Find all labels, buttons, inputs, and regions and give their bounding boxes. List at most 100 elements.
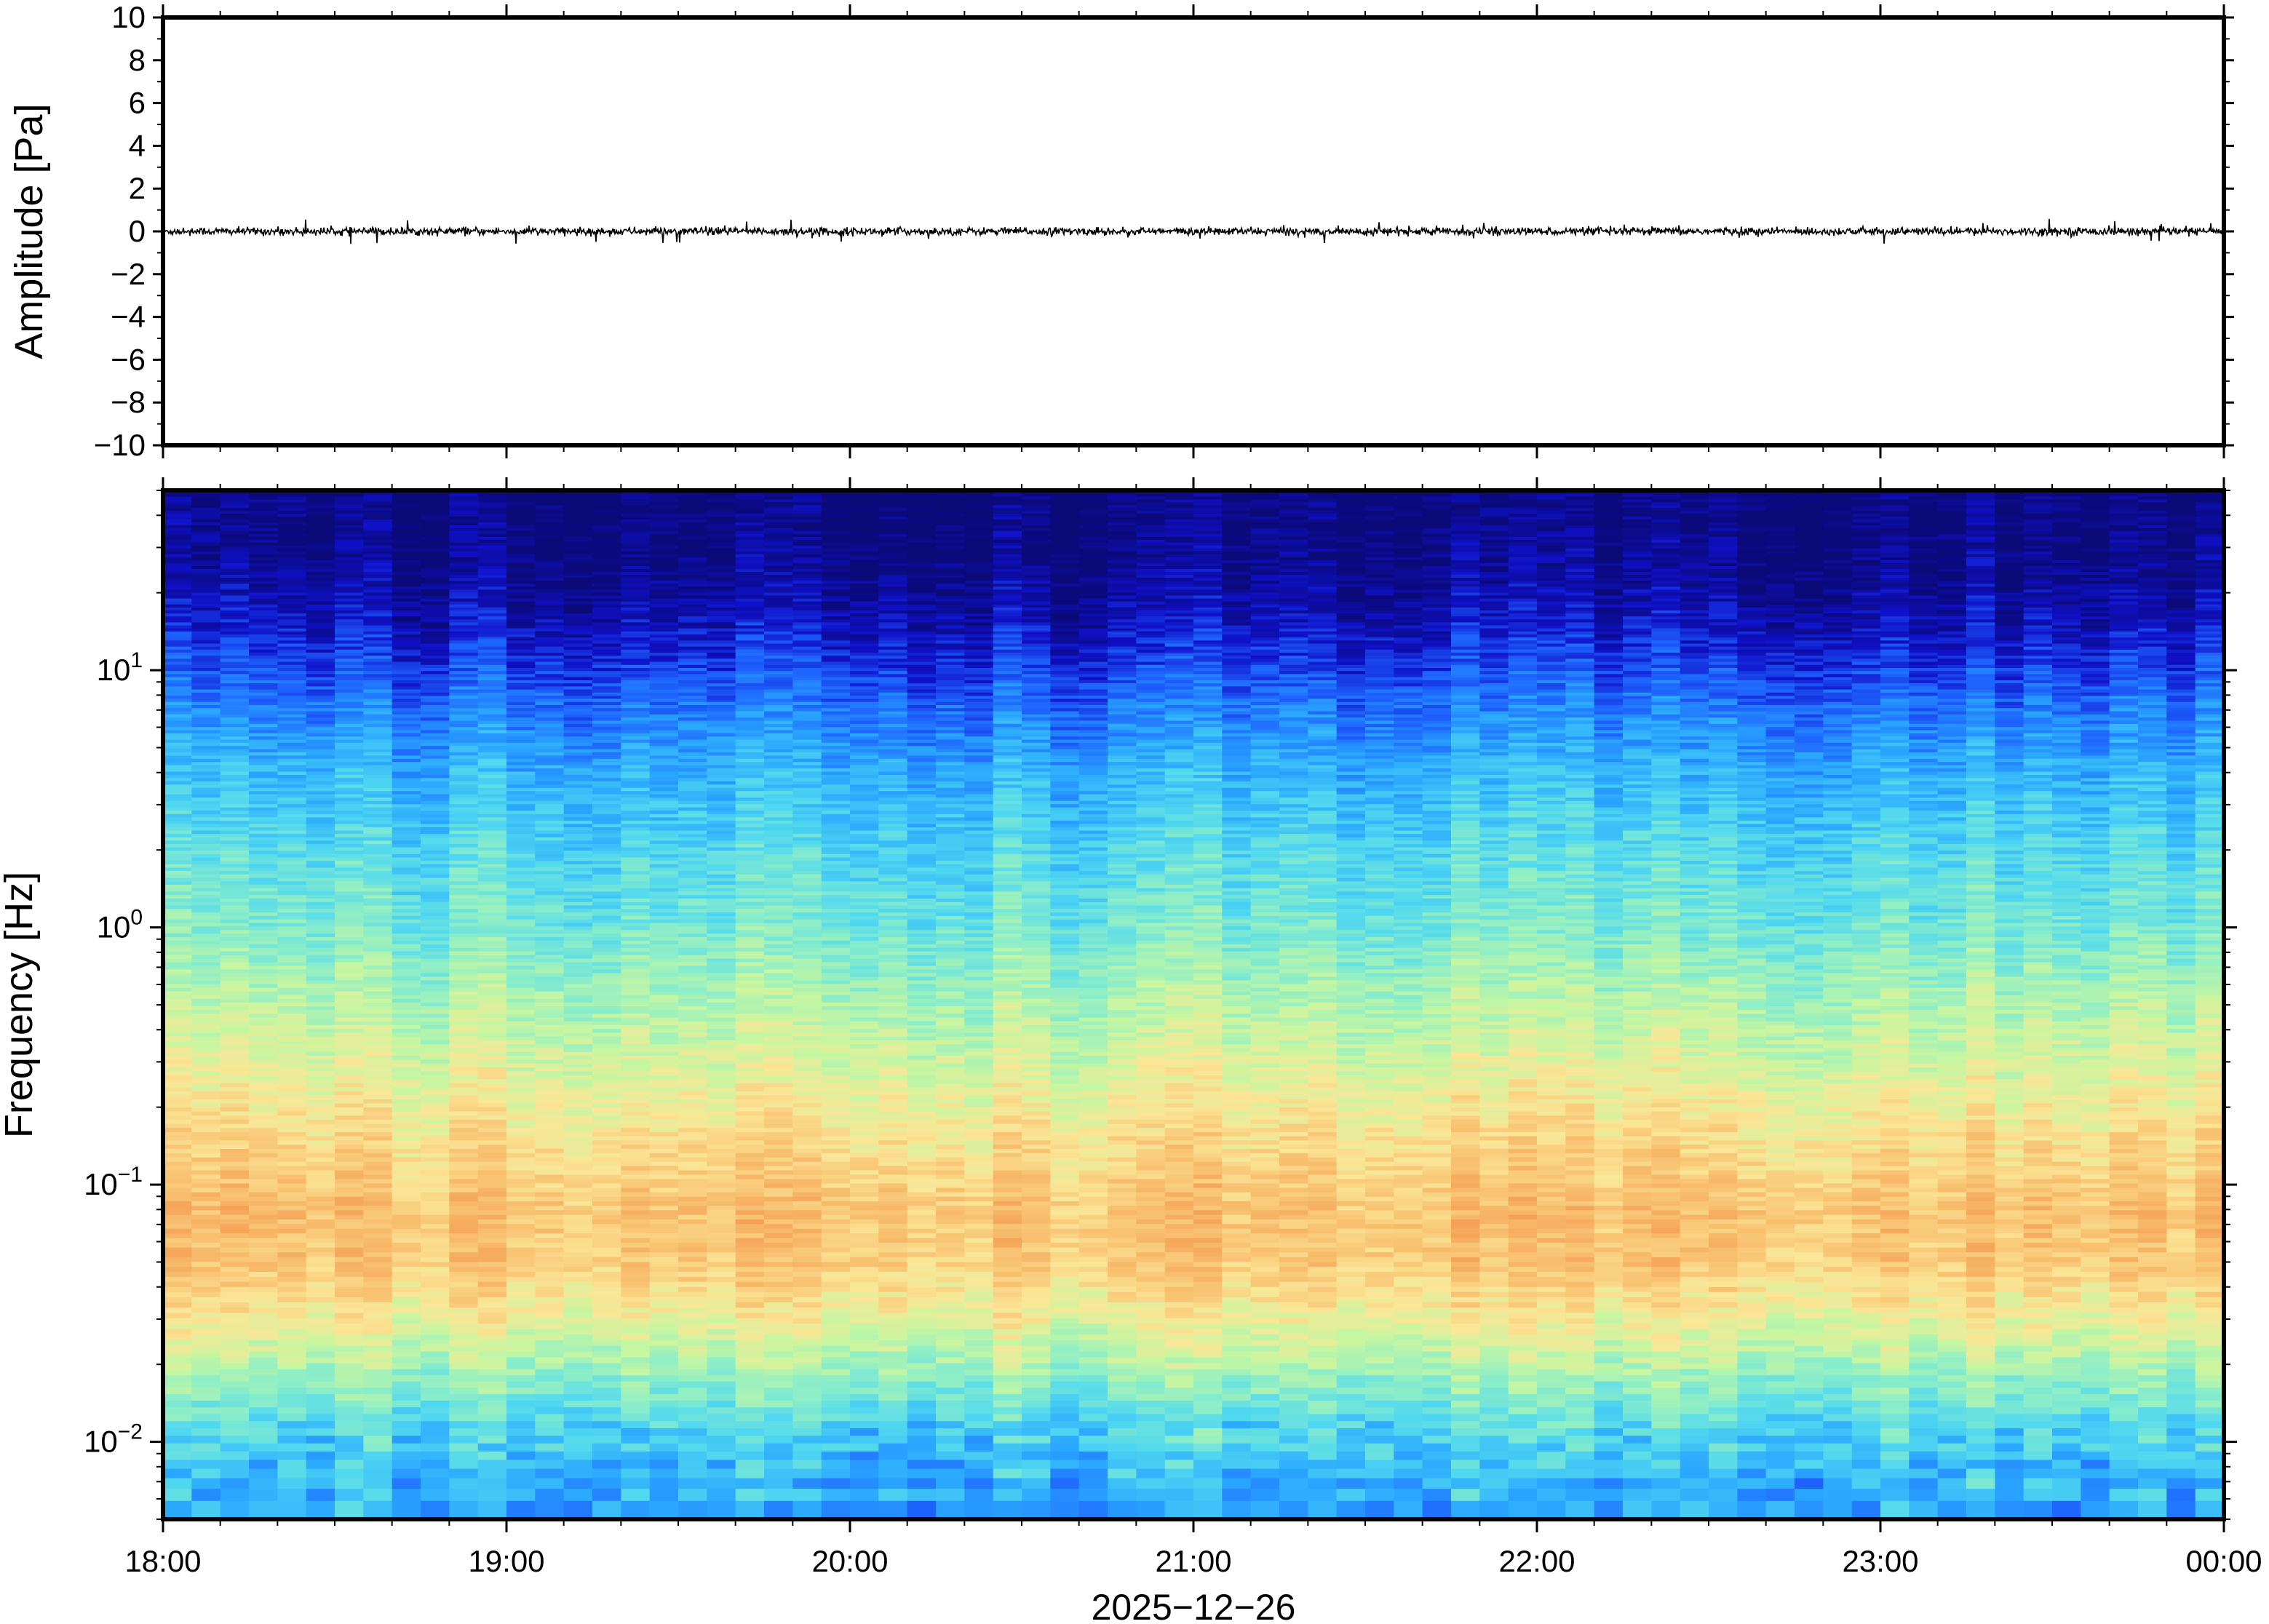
spectrogram-cell [220, 752, 250, 755]
spectrogram-cell [335, 622, 364, 626]
spectrogram-cell [592, 1107, 621, 1111]
spectrogram-cell [650, 955, 679, 959]
spectrogram-cell [478, 1103, 507, 1107]
spectrogram-cell [535, 951, 564, 955]
spectrogram-cell [650, 698, 679, 702]
spectrogram-cell [506, 505, 536, 509]
spectrogram-cell [363, 1006, 392, 1010]
spectrogram-cell [306, 1407, 335, 1414]
spectrogram-cell [592, 1087, 621, 1091]
spectrogram-cell [535, 1140, 564, 1145]
spectrogram-cell [535, 884, 564, 888]
spectrogram-cell [277, 847, 306, 851]
spectrogram-cell [678, 1075, 707, 1079]
spectrogram-cell [564, 824, 593, 827]
spectrogram-cell [535, 1334, 564, 1340]
spectrogram-cell [277, 1407, 306, 1414]
spectrogram-cell [392, 874, 421, 877]
spectrogram-cell [535, 1123, 564, 1128]
spectrogram-cell [191, 1170, 220, 1175]
spectrogram-cell [421, 683, 450, 687]
spectrogram-cell [535, 723, 564, 727]
spectrogram-cell [678, 1271, 707, 1276]
spectrogram-cell [191, 936, 220, 940]
spectrogram-cell [650, 940, 679, 944]
spectrogram-cell [650, 1032, 679, 1037]
spectrogram-cell [249, 539, 278, 543]
spectrogram-cell [163, 1375, 192, 1382]
spectrogram-cell [478, 589, 507, 593]
spectrogram-cell [621, 1145, 650, 1149]
spectrogram-cell [277, 895, 306, 899]
spectrogram-cell [220, 1136, 250, 1140]
spectrogram-cell [191, 851, 220, 854]
spectrogram-cell [564, 581, 593, 584]
spectrogram-cell [478, 542, 507, 546]
spectrogram-cell [650, 973, 679, 977]
spectrogram-cell [449, 909, 478, 912]
spectrogram-cell [335, 1281, 364, 1287]
spectrogram-cell [449, 696, 478, 699]
spectrogram-cell [506, 771, 536, 775]
spectrogram-cell [592, 1228, 621, 1233]
spectrogram-cell [335, 664, 364, 668]
spectrogram-cell [392, 581, 421, 584]
spectrogram-cell [335, 926, 364, 930]
spectrogram-cell [449, 1010, 478, 1014]
spectrogram-cell [506, 1286, 536, 1292]
spectrogram-cell [449, 1297, 478, 1302]
spectrogram-cell [335, 616, 364, 620]
spectrogram-cell [363, 1334, 392, 1340]
spectrogram-cell [678, 871, 707, 875]
spectrogram-cell [449, 640, 478, 644]
spectrogram-cell [363, 661, 392, 665]
spectrogram-cell [277, 843, 306, 847]
spectrogram-cell [191, 762, 220, 765]
spectrogram-cell [191, 562, 220, 566]
spectrogram-cell [249, 891, 278, 895]
spectrogram-cell [449, 1421, 478, 1428]
spectrogram-cell [421, 891, 450, 895]
spectrogram-cell [306, 720, 335, 724]
spectrogram-cell [191, 513, 220, 517]
spectrogram-cell [220, 652, 250, 656]
spectrogram-cell [421, 643, 450, 647]
spectrogram-cell [564, 1051, 593, 1056]
spectrogram-cell [621, 752, 650, 755]
spectrogram-cell [277, 1357, 306, 1364]
spectrogram-cell [506, 1313, 536, 1318]
spectrogram-cell [277, 752, 306, 755]
spectrogram-cell [421, 686, 450, 690]
spectrogram-cell [449, 652, 478, 656]
spectrogram-cell [277, 800, 306, 804]
spectrogram-cell [592, 995, 621, 999]
spectrogram-cell [621, 811, 650, 814]
spectrogram-cell [592, 613, 621, 616]
spectrogram-cell [163, 898, 192, 901]
spectrogram-cell [478, 1095, 507, 1099]
spectrogram-cell [506, 1242, 536, 1247]
spectrogram-cell [421, 1087, 450, 1091]
spectrogram-cell [592, 1140, 621, 1145]
spectrogram-cell [335, 640, 364, 644]
spectrogram-cell [163, 1145, 192, 1149]
spectrogram-cell [535, 595, 564, 599]
spectrogram-cell [191, 1087, 220, 1091]
spectrogram-cell [592, 656, 621, 659]
spectrogram-cell [506, 936, 536, 940]
spectrogram-cell [506, 560, 536, 563]
spectrogram-cells [163, 490, 2225, 1520]
spectrogram-cell [277, 1157, 306, 1161]
spectrogram-cell [535, 1002, 564, 1006]
spectrogram-cell [650, 746, 679, 749]
spectrogram-cell [678, 797, 707, 801]
spectrogram-cell [277, 1017, 306, 1022]
spectrogram-cell [220, 984, 250, 988]
spectrogram-cell [592, 671, 621, 674]
spectrogram-cell [449, 755, 478, 759]
spectrogram-cell [191, 680, 220, 683]
spectrogram-cell [564, 1095, 593, 1099]
spectrogram-cell [191, 720, 220, 724]
spectrogram-cell [678, 1040, 707, 1044]
spectrogram-cell [449, 1468, 478, 1478]
